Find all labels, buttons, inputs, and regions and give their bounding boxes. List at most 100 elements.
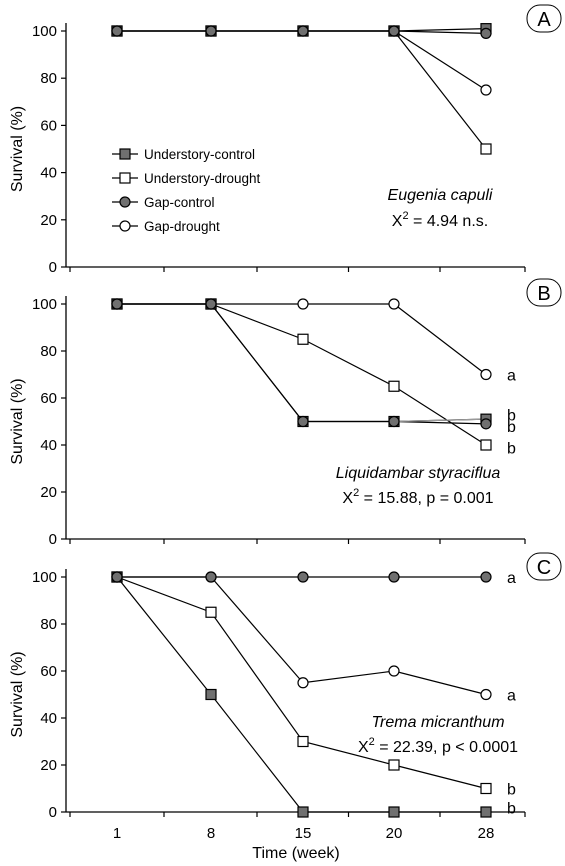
- panel-b: 0 20 40 60 80 100 Survival (%) B Liquidambar sty…: [9, 278, 562, 548]
- series-line-gap-control: [117, 303, 487, 425]
- chi-square-stat: X2 = 4.94 n.s.: [392, 210, 488, 230]
- y-tick-label: 0: [49, 804, 57, 821]
- data-point: [388, 298, 400, 310]
- significance-letter: a: [507, 570, 516, 587]
- data-point: [205, 688, 217, 701]
- legend-marker: [119, 148, 131, 160]
- data-point: [388, 25, 400, 37]
- y-tick-label: 100: [32, 23, 57, 40]
- data-point: [297, 677, 309, 689]
- data-point: [388, 759, 400, 771]
- y-axis-title: Survival (%): [9, 651, 26, 737]
- legend-label: Understory-control: [144, 147, 255, 162]
- y-tick-label: 20: [40, 212, 57, 229]
- stat-superscript: 2: [402, 210, 408, 222]
- x-tick-label: 28: [478, 825, 495, 842]
- stat-symbol: X: [358, 739, 369, 756]
- data-point: [297, 806, 309, 818]
- legend-label: Gap-control: [144, 195, 215, 210]
- series-line-gap-drought: [117, 30, 487, 91]
- panel-letter: C: [537, 557, 551, 579]
- species-label: Liquidambar styraciflua: [336, 465, 501, 482]
- data-point: [480, 84, 492, 96]
- y-tick-label: 100: [32, 296, 57, 313]
- species-label: Eugenia capuli: [388, 187, 493, 204]
- significance-letter: b: [507, 440, 516, 457]
- panel-c: 0 20 40 60 80 100 1 8 15 20 28 Time (week) Survival …: [9, 552, 562, 862]
- data-point: [388, 415, 400, 428]
- species-label: Trema micranthum: [371, 714, 504, 731]
- significance-letter: a: [507, 688, 516, 705]
- x-tick-label: 20: [386, 825, 403, 842]
- data-point: [297, 333, 309, 345]
- data-point: [297, 415, 309, 428]
- panel-a: 0 20 40 60 80 100 Survival (%) A Eugenia capuli X…: [9, 4, 562, 276]
- panel-letter-badge: [526, 4, 562, 33]
- series-line-gap-drought: [117, 576, 487, 696]
- data-point: [388, 806, 400, 818]
- y-tick-label: 80: [40, 616, 57, 633]
- panel-letter-badge: [526, 278, 562, 307]
- stat-symbol: X: [392, 213, 403, 230]
- stat-superscript: 2: [369, 736, 375, 748]
- y-axis-title: Survival (%): [9, 106, 26, 192]
- y-tick-label: 60: [40, 663, 57, 680]
- chi-square-stat: X2 = 15.88, p = 0.001: [342, 487, 493, 507]
- data-point: [111, 571, 123, 583]
- data-point: [205, 606, 217, 618]
- legend-label: Gap-drought: [144, 219, 220, 234]
- significance-letter: b: [507, 800, 516, 817]
- y-tick-label: 60: [40, 117, 57, 134]
- x-tick-label: 1: [113, 825, 121, 842]
- y-tick-label: 20: [40, 484, 57, 501]
- stat-symbol: X: [342, 490, 353, 507]
- data-point: [388, 380, 400, 392]
- significance-letter: b: [507, 407, 516, 424]
- legend-marker: [119, 220, 131, 232]
- data-point: [297, 25, 309, 37]
- y-tick-label: 20: [40, 757, 57, 774]
- chi-square-stat: X2 = 22.39, p < 0.0001: [358, 736, 518, 756]
- x-axis-title: Time (week): [252, 845, 339, 862]
- data-point: [480, 368, 492, 381]
- y-tick-label: 80: [40, 70, 57, 87]
- significance-letter: b: [507, 782, 516, 799]
- legend-marker: [119, 196, 131, 208]
- y-tick-label: 60: [40, 390, 57, 407]
- legend-label: Understory-drought: [144, 171, 261, 186]
- data-point: [297, 735, 309, 748]
- stat-value: = 4.94 n.s.: [409, 213, 489, 230]
- data-point: [480, 571, 492, 583]
- connector-line: [393, 418, 487, 423]
- significance-letter: a: [507, 368, 516, 385]
- data-point: [480, 806, 492, 818]
- data-point: [111, 298, 123, 310]
- data-point: [480, 143, 492, 155]
- data-point: [480, 418, 492, 430]
- data-point: [480, 782, 492, 795]
- x-tick-label: 15: [295, 825, 312, 842]
- y-tick-label: 40: [40, 165, 57, 182]
- y-tick-label: 40: [40, 437, 57, 454]
- series-line-understory-drought: [117, 30, 487, 150]
- data-point: [480, 439, 492, 451]
- data-point: [205, 571, 217, 583]
- significance-letter: b: [507, 419, 516, 436]
- y-tick-label: 0: [49, 531, 57, 548]
- data-point: [205, 25, 217, 37]
- series-line-understory-control: [117, 303, 487, 423]
- series-line-understory-control: [116, 576, 486, 813]
- data-point: [205, 298, 217, 310]
- data-point: [388, 665, 400, 677]
- data-point: [480, 688, 492, 701]
- legend: Understory-control Understory-drought Gap-…: [112, 147, 261, 234]
- y-tick-label: 80: [40, 343, 57, 360]
- panel-letter-badge: [526, 552, 562, 581]
- stat-superscript: 2: [353, 487, 359, 499]
- data-point: [297, 298, 309, 310]
- data-point: [111, 25, 123, 37]
- panel-letter: B: [537, 283, 550, 305]
- data-point: [388, 571, 400, 583]
- x-tick-label: 8: [207, 825, 215, 842]
